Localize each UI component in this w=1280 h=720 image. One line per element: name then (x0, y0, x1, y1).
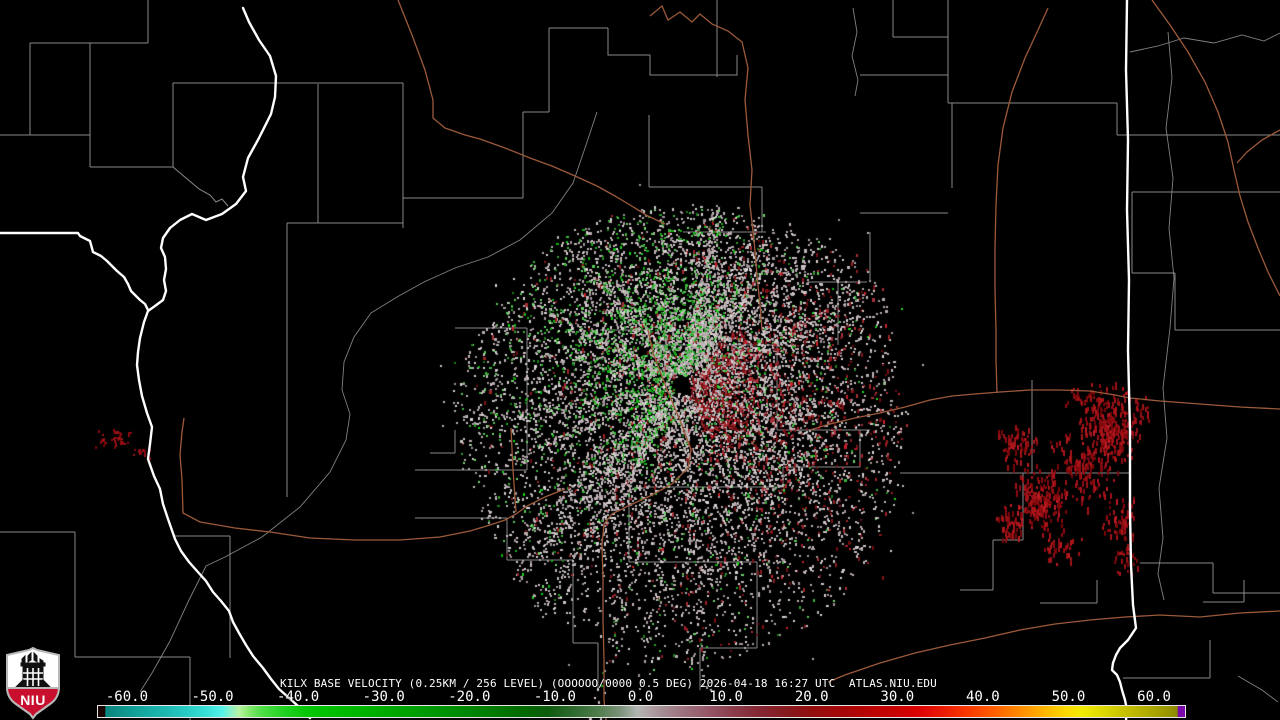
colorbar-label: 50.0 (1051, 689, 1086, 705)
colorbar-label: -50.0 (191, 689, 234, 705)
colorbar-label: -20.0 (448, 689, 491, 705)
colorbar-label: 60.0 (1137, 689, 1171, 705)
velocity-colorbar (97, 705, 1186, 718)
colorbar-label: -60.0 (105, 689, 149, 705)
shield-red-band (6, 686, 60, 720)
highway-lines (179, 0, 1280, 720)
state-border-lines (0, 0, 1138, 720)
status-line: KILX BASE VELOCITY (0.25KM / 256 LEVEL) … (280, 677, 937, 690)
colorbar-label: 20.0 (794, 689, 829, 705)
colorbar-label: 10.0 (709, 689, 743, 705)
colorbar-label: 40.0 (966, 689, 1000, 705)
niu-logo-text: NIU (20, 692, 46, 708)
colorbar-label: -10.0 (533, 689, 576, 705)
colorbar-label: -40.0 (277, 689, 320, 705)
colorbar-label: -30.0 (362, 689, 405, 705)
colorbar-label: 0.0 (627, 689, 654, 705)
niu-logo: NIU (6, 646, 60, 720)
colorbar-label: 30.0 (880, 689, 915, 705)
